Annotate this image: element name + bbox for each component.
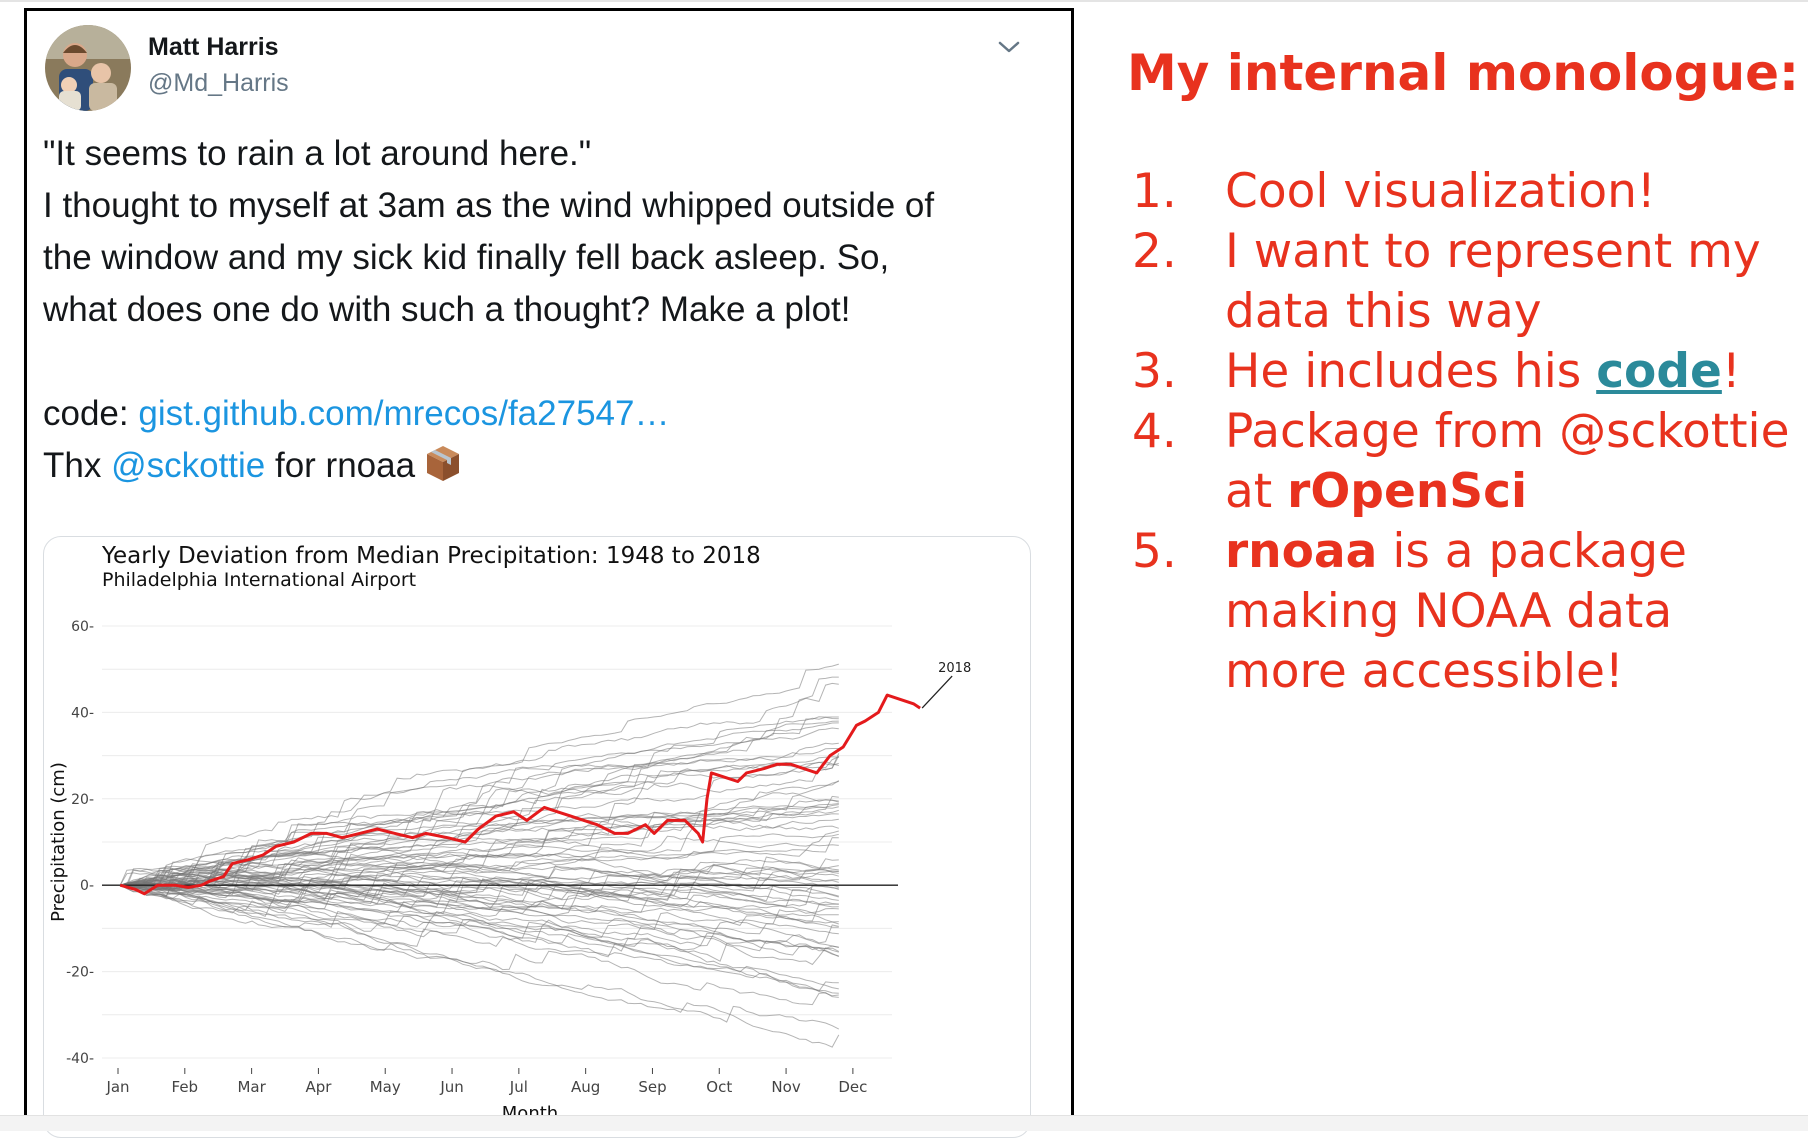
background-year-line: [120, 716, 839, 886]
avatar-photo-icon: [45, 25, 131, 111]
x-tick-label: May: [370, 1078, 401, 1096]
list-number: 1.: [1132, 164, 1177, 219]
list-item: 1. Cool visualization!: [1127, 162, 1797, 222]
y-tick-label: -20-: [66, 965, 94, 981]
background-year-line: [120, 859, 839, 895]
background-year-line: [120, 682, 839, 886]
avatar[interactable]: [45, 25, 131, 111]
y-axis-title: Precipitation (cm): [48, 762, 69, 922]
x-tick-label: Sep: [638, 1078, 666, 1096]
y-tick-label: 0-: [80, 878, 94, 894]
y-tick-label: -40-: [66, 1051, 94, 1067]
monologue-list: 1. Cool visualization! 2. I want to repr…: [1127, 162, 1797, 702]
background-year-line: [120, 884, 840, 1030]
list-number: 4.: [1132, 404, 1177, 459]
background-year-line: [120, 812, 839, 891]
background-year-line: [120, 884, 839, 990]
background-year-line: [120, 881, 839, 917]
background-year-line: [120, 809, 839, 890]
background-year-line: [120, 881, 839, 922]
list-item-text: is a package making NOAA data more acces…: [1225, 524, 1687, 699]
list-item-text: I want to represent my data this way: [1225, 224, 1761, 339]
list-item: 5. rnoaa is a package making NOAA data m…: [1127, 522, 1797, 702]
x-tick-label: Jul: [509, 1078, 528, 1096]
highlight-leader: [921, 675, 953, 709]
paragraph-gap: [43, 336, 1053, 388]
highlight-label: 2018: [938, 661, 971, 676]
x-tick-label: Apr: [305, 1078, 332, 1096]
slide-top-edge: [0, 0, 1808, 2]
x-tick-label: Nov: [771, 1078, 800, 1096]
list-number: 3.: [1132, 344, 1177, 399]
thanks-suffix: for rnoaa: [265, 446, 416, 485]
chevron-down-icon[interactable]: [997, 39, 1021, 55]
background-year-line: [120, 864, 839, 928]
x-tick-label: Dec: [838, 1078, 867, 1096]
package-icon: [423, 443, 463, 498]
slide-bottom-edge: [0, 1115, 1808, 1131]
list-item: 4. Package from @sckottie at rOpenSci: [1127, 402, 1797, 522]
tweet-line: "It seems to rain a lot around here.": [43, 134, 592, 173]
monologue-title: My internal monologue:: [1127, 44, 1800, 102]
tweet-line: the window and my sick kid finally fell …: [43, 238, 890, 277]
ropensci-label: rOpenSci: [1287, 464, 1528, 519]
background-year-line: [120, 880, 839, 908]
background-year-line: [120, 884, 839, 997]
background-year-line: [120, 882, 839, 966]
background-year-line: [119, 884, 839, 1006]
list-item-text: Package from @sckottie at: [1225, 404, 1790, 519]
y-tick-label: 60-: [71, 619, 94, 635]
tweet-text: "It seems to rain a lot around here." I …: [43, 128, 1053, 498]
background-year-line: [120, 753, 840, 892]
list-item-text: He includes his: [1225, 344, 1597, 399]
list-item-text: Cool visualization!: [1225, 164, 1656, 219]
background-year-line: [120, 663, 839, 886]
y-tick-label: 40-: [71, 705, 94, 721]
x-tick-label: Jun: [439, 1078, 463, 1096]
tweet-code-line: code: gist.github.com/mrecos/fa27547…: [43, 388, 1053, 440]
rnoaa-label: rnoaa: [1225, 524, 1378, 579]
background-year-line: [120, 865, 839, 925]
x-tick-label: Aug: [571, 1078, 600, 1096]
x-tick-label: Oct: [706, 1078, 732, 1096]
background-year-line: [120, 761, 839, 886]
thanks-prefix: Thx: [43, 446, 112, 485]
tweet-line: I thought to myself at 3am as the wind w…: [43, 186, 935, 225]
background-year-line: [120, 833, 839, 895]
tweet-card: Matt Harris @Md_Harris "It seems to rain…: [24, 8, 1074, 1138]
display-name[interactable]: Matt Harris: [148, 33, 279, 61]
code-gist-link[interactable]: gist.github.com/mrecos/fa27547…: [138, 394, 670, 433]
x-tick-label: Feb: [172, 1078, 199, 1096]
mention-link[interactable]: @sckottie: [111, 446, 266, 485]
x-tick-label: Jan: [105, 1078, 129, 1096]
chart-subtitle: Philadelphia International Airport: [102, 569, 416, 591]
tweet-thanks-line: Thx @sckottie for rnoaa: [43, 440, 1053, 498]
background-year-line: [120, 884, 839, 992]
precipitation-chart: Yearly Deviation from Median Precipitati…: [48, 543, 971, 1124]
chart-image-card[interactable]: Yearly Deviation from Median Precipitati…: [43, 536, 1031, 1138]
tweet-line: what does one do with such a thought? Ma…: [43, 290, 851, 329]
background-year-line: [120, 755, 840, 890]
code-label: code:: [43, 394, 139, 433]
user-handle[interactable]: @Md_Harris: [148, 69, 289, 97]
y-tick-label: 20-: [71, 792, 94, 808]
x-tick-label: Mar: [237, 1078, 266, 1096]
list-item: 2. I want to represent my data this way: [1127, 222, 1797, 342]
background-year-line: [120, 879, 839, 935]
background-year-line: [120, 804, 839, 886]
list-number: 2.: [1132, 224, 1177, 279]
chart-title: Yearly Deviation from Median Precipitati…: [101, 543, 761, 569]
list-item: 3. He includes his code!: [1127, 342, 1797, 402]
code-link[interactable]: code: [1596, 344, 1722, 399]
background-year-line: [120, 884, 840, 1048]
background-year-line: [120, 857, 839, 891]
background-year-line: [120, 835, 839, 888]
list-number: 5.: [1132, 524, 1177, 579]
highlight-year-line: [119, 693, 921, 896]
background-year-line: [120, 794, 839, 886]
background-year-line: [120, 722, 839, 887]
list-item-text: !: [1721, 344, 1741, 399]
background-year-line: [120, 803, 839, 886]
